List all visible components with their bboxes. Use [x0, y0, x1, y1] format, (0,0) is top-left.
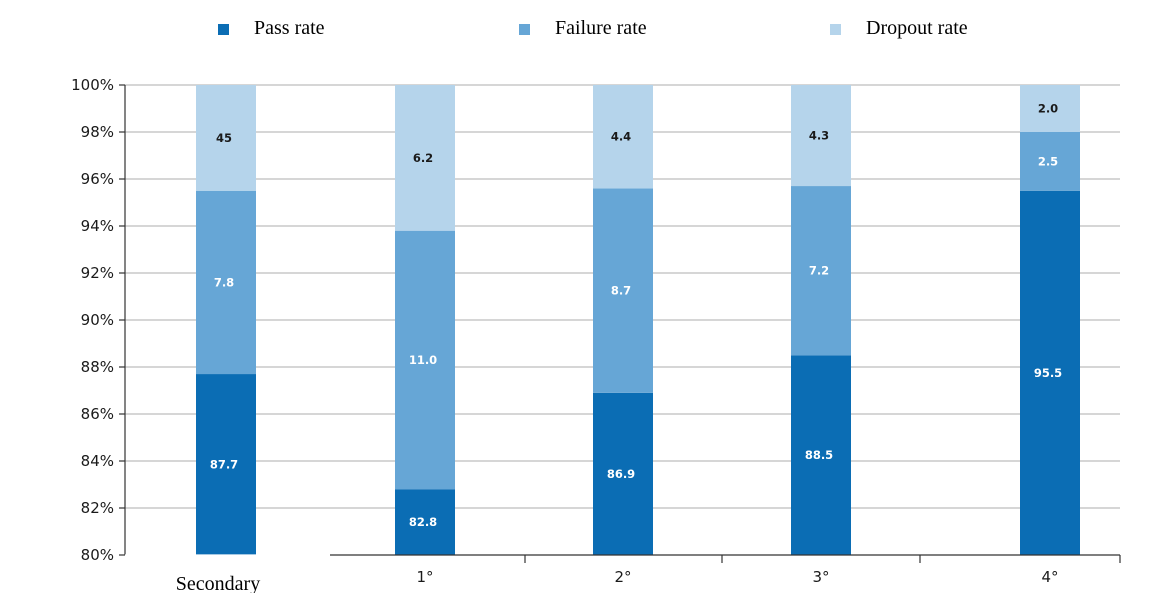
x-category-label: 1° [416, 568, 433, 586]
bar-segment [395, 230, 455, 490]
legend-label: Pass rate [254, 17, 325, 39]
data-label: 6.2 [413, 151, 433, 165]
data-label: 95.5 [1034, 366, 1062, 380]
y-tick-label: 90% [81, 311, 114, 329]
bar-segment [593, 188, 653, 393]
data-label: 4.3 [809, 129, 829, 143]
legend-label: Dropout rate [866, 17, 968, 39]
bar-segment [791, 85, 851, 187]
data-label: 87.7 [210, 458, 238, 472]
y-tick-label: 86% [81, 405, 114, 423]
data-label: 86.9 [607, 467, 635, 481]
y-tick-label: 80% [81, 546, 114, 564]
data-label: 8.7 [611, 284, 631, 298]
x-category-label: 4° [1041, 568, 1058, 586]
data-label: 4.4 [611, 130, 631, 144]
y-tick-label: 84% [81, 452, 114, 470]
y-tick-label: 88% [81, 358, 114, 376]
x-category-label: 2° [614, 568, 631, 586]
y-tick-label: 92% [81, 264, 114, 282]
x-category-label: Secondary [176, 573, 260, 593]
data-label: 2.0 [1038, 102, 1058, 116]
y-tick-label: 82% [81, 499, 114, 517]
bar-segment [196, 190, 256, 375]
data-label: 45 [216, 131, 232, 145]
bar-segment [791, 355, 851, 555]
bar-segment [1020, 132, 1080, 191]
bar-segment [791, 186, 851, 356]
bar-segment [593, 392, 653, 555]
bars: 87.7 7.8 45 82.8 11.0 6.2 86.9 8.7 4.4 88.5 7.2 4.3… [196, 85, 1080, 555]
data-label: 7.8 [214, 275, 234, 289]
data-label: 82.8 [409, 515, 437, 529]
y-tick-label: 94% [81, 217, 114, 235]
legend-swatch [218, 24, 229, 35]
data-label: 11.0 [409, 353, 437, 367]
y-axis: 80% 82% 84% 86% 88% 90% 92% 94% 96% 98% 100% [71, 76, 126, 564]
y-tick-label: 100% [71, 76, 114, 94]
bar-segment [196, 85, 256, 191]
data-label: 2.5 [1038, 154, 1058, 168]
legend-swatch [830, 24, 841, 35]
bar-segment [395, 85, 455, 231]
legend-swatch [519, 24, 530, 35]
y-tick-label: 96% [81, 170, 114, 188]
x-category-label: 3° [812, 568, 829, 586]
legend-label: Failure rate [555, 17, 647, 39]
bar-segment [593, 85, 653, 189]
data-label: 7.2 [809, 264, 829, 278]
legend: Pass rate Failure rate Dropout rate [218, 17, 968, 39]
x-axis: Secondary 1° 2° 3° 4° [125, 554, 1121, 593]
bar-segment [395, 489, 455, 555]
data-label: 88.5 [805, 448, 833, 462]
bar-segment [196, 374, 256, 555]
bar-segment [1020, 190, 1080, 555]
y-tick-label: 98% [81, 123, 114, 141]
bar-segment [1020, 85, 1080, 132]
